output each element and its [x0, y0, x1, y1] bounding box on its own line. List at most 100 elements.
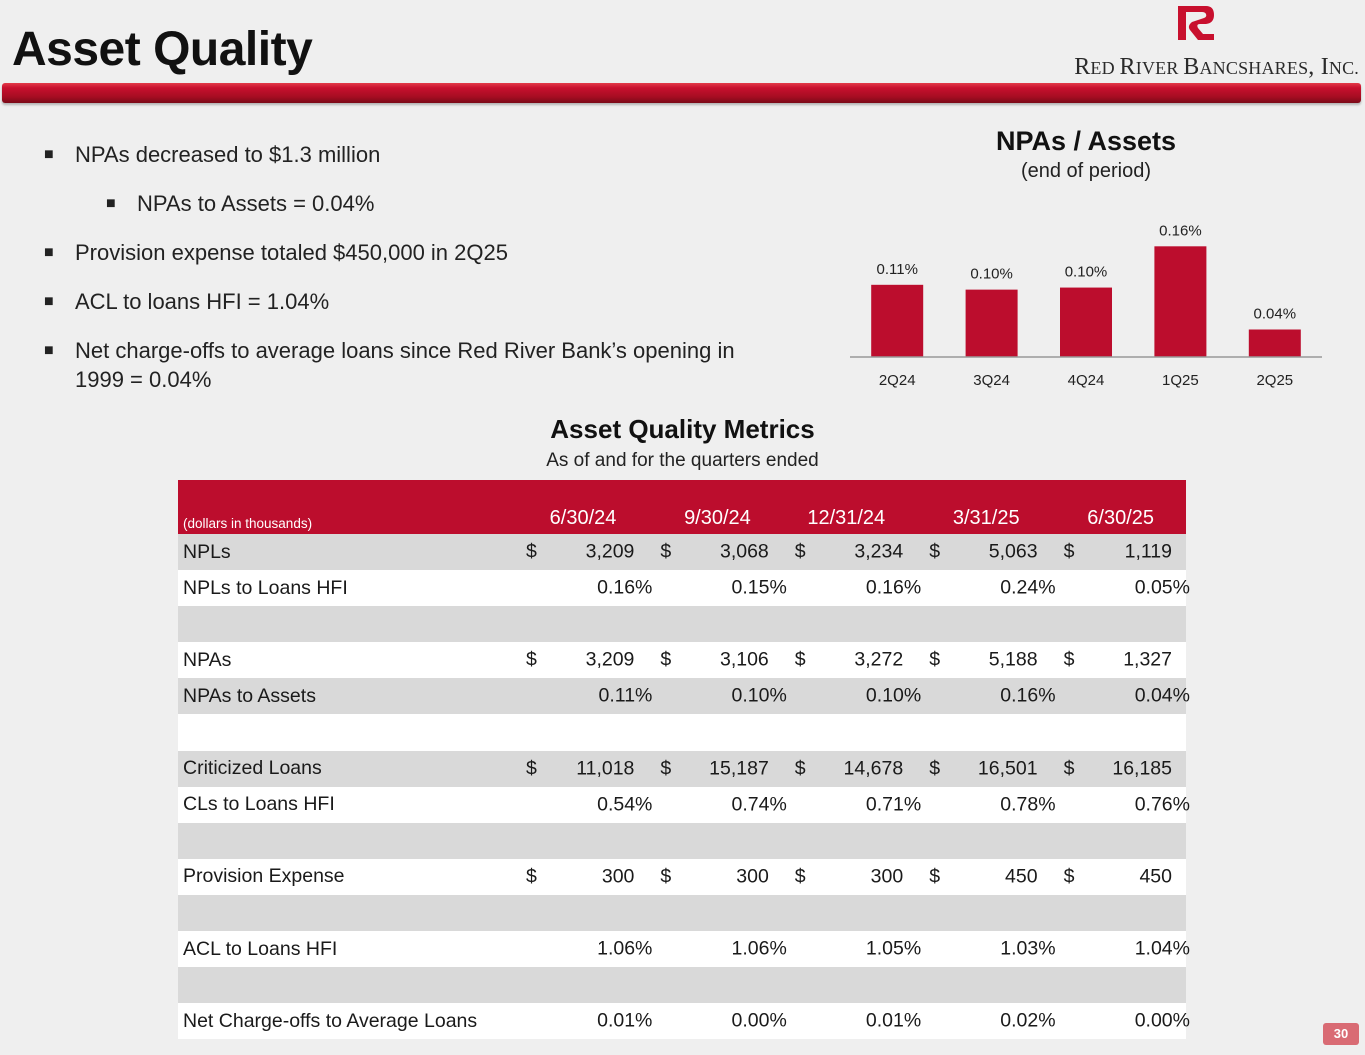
row-label	[178, 822, 515, 859]
table-cell	[782, 714, 918, 751]
table-cell: $450	[1051, 858, 1186, 895]
currency-symbol: $	[660, 757, 672, 780]
cell-value: 0.16%	[1000, 684, 1056, 707]
currency-symbol: $	[1063, 540, 1075, 563]
cell-value: 0.54%	[597, 793, 653, 816]
row-label: NPLs to Loans HFI	[178, 570, 515, 607]
table-cell: 1.04%	[1051, 931, 1190, 968]
currency-symbol: $	[794, 757, 806, 780]
x-tick-label: 1Q25	[1162, 372, 1199, 389]
spacer-row	[178, 714, 1186, 751]
square-bullet-icon: ■	[106, 195, 116, 212]
table-cell	[1051, 606, 1186, 643]
square-bullet-icon: ■	[44, 342, 54, 359]
cell-value: 1.05%	[865, 937, 922, 960]
row-label	[178, 967, 515, 1004]
bar-3Q24	[965, 289, 1018, 357]
currency-symbol: $	[1063, 757, 1075, 780]
table-header-row: (dollars in thousands) 6/30/24 9/30/24 1…	[178, 480, 1186, 534]
table-cell: 0.76%	[1051, 786, 1190, 823]
data-label: 0.11%	[876, 261, 917, 278]
bullet-item: ■ Provision expense totaled $450,000 in 2…	[44, 240, 508, 265]
x-tick-label: 2Q24	[879, 372, 916, 389]
table-cell: 1.06%	[648, 931, 787, 968]
table-cell	[1051, 714, 1186, 751]
table-cell: 0.00%	[1051, 1003, 1190, 1040]
table-row: NPLs to Loans HFI 0.16% 0.15% 0.16% 0.24% 0.0…	[178, 570, 1190, 607]
row-label: Provision Expense	[178, 858, 515, 895]
bullet-item: ■ NPAs decreased to $1.3 million	[44, 142, 381, 167]
currency-symbol: $	[929, 757, 941, 780]
cell-value: 1.04%	[1134, 937, 1190, 960]
table-cell: $3,272	[782, 642, 918, 679]
table-cell: 0.71%	[782, 786, 921, 823]
table-cell	[782, 894, 918, 932]
bar-1Q25	[1154, 246, 1207, 357]
cell-value: 0.10%	[865, 684, 922, 707]
table-cell: $3,209	[514, 642, 649, 679]
units-label: (dollars in thousands)	[178, 480, 515, 534]
table-row: Provision Expense $300 $300 $300 $450 $450	[178, 858, 1186, 895]
row-label: CLs to Loans HFI	[178, 786, 515, 823]
table-cell: 0.00%	[648, 1003, 787, 1040]
table-cell: $16,501	[917, 750, 1052, 787]
table-cell: $300	[514, 858, 649, 895]
cell-value: 3,234	[854, 540, 904, 563]
cell-value: 5,063	[988, 540, 1038, 563]
column-header: 6/30/24	[514, 480, 649, 534]
cell-value: 15,187	[709, 757, 769, 780]
table-cell	[514, 894, 649, 932]
row-label: ACL to Loans HFI	[178, 931, 515, 968]
square-bullet-icon: ■	[44, 244, 54, 261]
cell-value: 0.05%	[1134, 576, 1190, 599]
cell-value: 3,272	[854, 648, 904, 671]
table-row: ACL to Loans HFI 1.06% 1.06% 1.05% 1.03% 1.04…	[178, 931, 1190, 968]
table-cell: 0.11%	[514, 678, 652, 715]
cell-value: 3,209	[585, 648, 635, 671]
table-cell: $15,187	[648, 750, 783, 787]
table-cell	[1051, 822, 1186, 859]
table-cell	[514, 606, 649, 643]
table-cell	[648, 822, 783, 859]
table-cell: 0.54%	[514, 786, 652, 823]
cell-value: 0.24%	[1000, 576, 1056, 599]
table-cell: 0.10%	[782, 678, 921, 715]
table-cell	[514, 822, 649, 859]
table-cell	[648, 714, 783, 751]
table-cell: $5,063	[917, 534, 1052, 571]
square-bullet-icon: ■	[44, 146, 54, 163]
cell-value: 0.02%	[1000, 1009, 1056, 1032]
table-row: NPAs to Assets 0.11% 0.10% 0.10% 0.16% 0.04%	[178, 678, 1190, 715]
table-cell: 0.24%	[917, 570, 1056, 607]
table-cell: 0.01%	[782, 1003, 921, 1040]
table-cell: $3,234	[782, 534, 918, 571]
bar-2Q25	[1248, 329, 1301, 357]
npas-to-assets-chart: 0.11% 2Q24 0.10% 3Q24 0.10% 4Q24 0.16% 1Q25 0.04…	[850, 222, 1322, 389]
table-cell: 0.04%	[1051, 678, 1190, 715]
cell-value: 450	[1005, 865, 1038, 888]
table-row: NPAs $3,209 $3,106 $3,272 $5,188 $1,327	[178, 642, 1186, 679]
column-header: 12/31/24	[782, 480, 918, 534]
table-cell: $450	[917, 858, 1052, 895]
table-cell: $1,327	[1051, 642, 1186, 679]
table-cell: 0.15%	[648, 570, 787, 607]
spacer-row	[178, 822, 1186, 859]
table-cell	[917, 822, 1052, 859]
table-cell: $300	[648, 858, 783, 895]
table-cell: 0.74%	[648, 786, 787, 823]
table-subtitle: As of and for the quarters ended	[546, 450, 819, 471]
cell-value: 3,209	[585, 540, 635, 563]
currency-symbol: $	[660, 540, 672, 563]
cell-value: 300	[870, 865, 904, 888]
page-title: Asset Quality	[12, 23, 313, 76]
row-label	[178, 606, 515, 643]
cell-value: 16,185	[1112, 757, 1172, 780]
table-cell: $1,119	[1051, 534, 1186, 571]
company-logo-icon	[1178, 6, 1214, 40]
table-cell: 0.16%	[514, 570, 652, 607]
table-cell	[1051, 967, 1186, 1004]
table-cell: $16,185	[1051, 750, 1186, 787]
currency-symbol: $	[660, 648, 672, 671]
cell-value: 3,068	[719, 540, 769, 563]
column-header: 9/30/24	[648, 480, 783, 534]
